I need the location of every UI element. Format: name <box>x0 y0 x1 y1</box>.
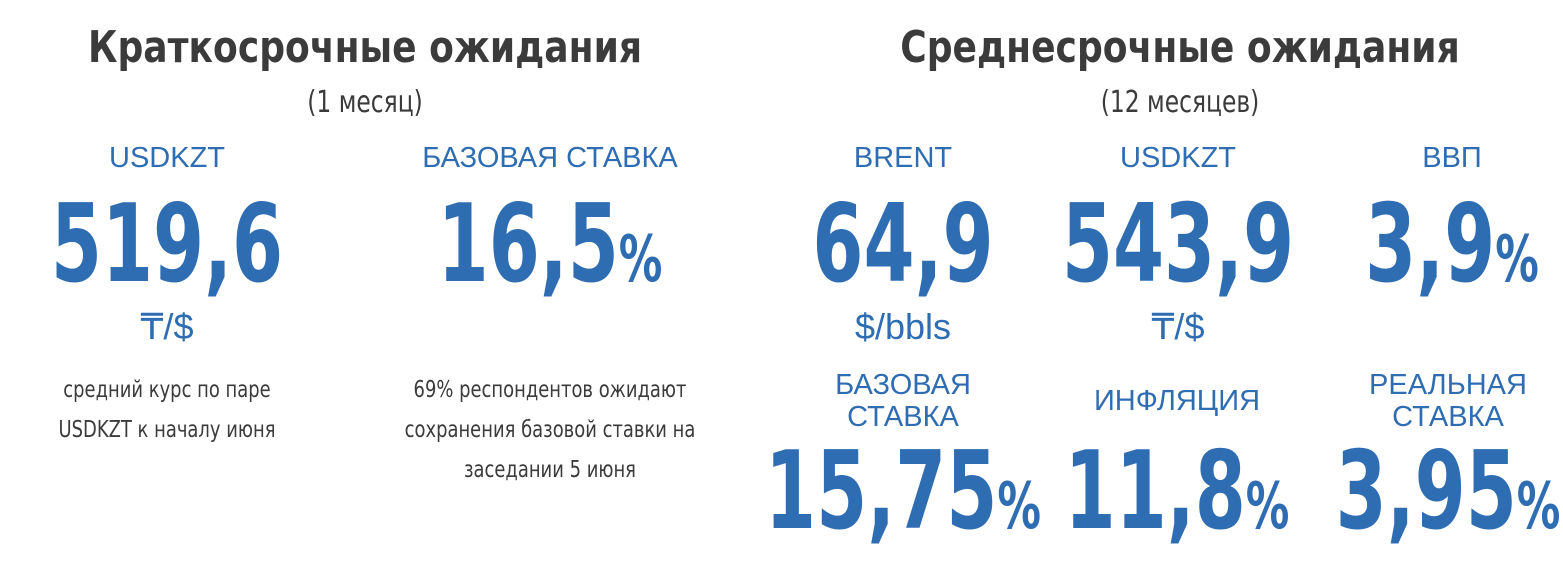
section-title: Среднесрочные ожидания <box>900 22 1460 73</box>
number-suffix: % <box>997 470 1041 544</box>
section-subtitle: (12 месяцев) <box>1100 85 1260 120</box>
big-number: 3,95% <box>1336 438 1561 546</box>
metric-note-line: USDKZT к началу июня <box>58 417 276 443</box>
metric-note: 69% респондентов ожидают сохранения базов… <box>405 370 696 490</box>
number-suffix: % <box>1516 470 1561 544</box>
metric-label-line: БАЗОВАЯ <box>835 369 971 401</box>
metric-label: USDKZT <box>109 142 225 174</box>
number-suffix: % <box>1245 470 1290 544</box>
metric-note-line: сохранения базовой ставки на <box>404 417 696 443</box>
number-value: 543,9 <box>1061 182 1295 307</box>
number-value: 3,9 <box>1365 182 1496 307</box>
metric-label-line: USDKZT <box>109 142 225 174</box>
number-value: 11,8 <box>1064 429 1246 554</box>
metric-label: ИНФЛЯЦИЯ <box>1094 385 1260 417</box>
metric-label: БАЗОВАЯ СТАВКА <box>835 369 971 433</box>
metric-note-line: 69% респондентов ожидают <box>413 377 687 403</box>
metric-note: средний курс по паре USDKZT к началу июня <box>59 370 276 450</box>
metric-label-line: БАЗОВАЯ СТАВКА <box>422 142 678 174</box>
big-number: 16,5% <box>438 191 663 299</box>
metric-note-line: заседании 5 июня <box>463 457 636 483</box>
metric-unit: ₸/$ <box>140 306 194 347</box>
number-value: 3,95 <box>1335 429 1517 554</box>
number-value: 16,5 <box>437 182 619 307</box>
section-title: Краткосрочные ожидания <box>87 22 643 73</box>
number-value: 15,75 <box>765 429 998 554</box>
metric-label-line: СТАВКА <box>1392 401 1504 433</box>
big-number: 3,9% <box>1365 191 1539 299</box>
metric-label: ВВП <box>1422 142 1482 174</box>
metric-note-line: средний курс по паре <box>63 377 271 403</box>
metric-unit: $/bbls <box>854 306 952 347</box>
metric-label-line: РЕАЛЬНАЯ <box>1369 369 1527 401</box>
number-suffix: % <box>1495 223 1539 297</box>
metric-unit: ₸/$ <box>1151 306 1205 347</box>
section-subtitle: (1 месяц) <box>307 85 423 120</box>
metric-label: РЕАЛЬНАЯ СТАВКА <box>1369 369 1527 433</box>
big-number: 15,75% <box>765 438 1041 546</box>
big-number: 543,9 <box>1062 191 1294 299</box>
metric-label-line: BRENT <box>853 142 953 174</box>
metric-label-line: ВВП <box>1422 142 1482 174</box>
metric-label-line: СТАВКА <box>847 401 959 433</box>
metric-label: USDKZT <box>1120 142 1236 174</box>
big-number: 11,8% <box>1065 438 1290 546</box>
metric-label: БАЗОВАЯ СТАВКА <box>422 142 678 174</box>
metric-label-line: ИНФЛЯЦИЯ <box>1093 385 1261 417</box>
metric-label: BRENT <box>854 142 952 174</box>
metric-label-line: USDKZT <box>1120 142 1236 174</box>
number-value: 64,9 <box>812 182 994 307</box>
number-suffix: % <box>618 223 663 297</box>
big-number: 519,6 <box>51 191 283 299</box>
big-number: 64,9 <box>812 191 993 299</box>
number-value: 519,6 <box>50 182 284 307</box>
